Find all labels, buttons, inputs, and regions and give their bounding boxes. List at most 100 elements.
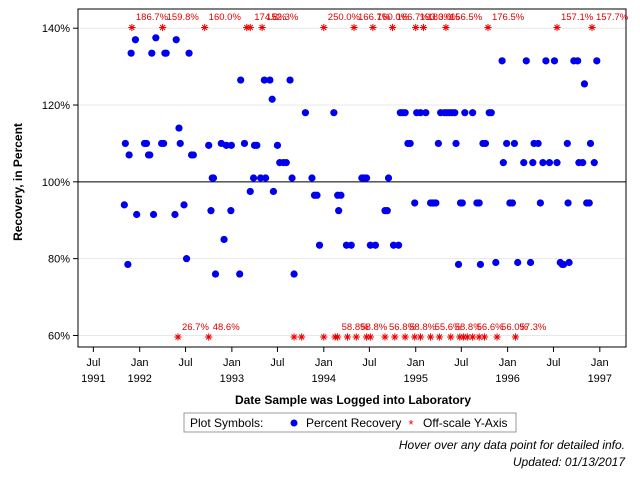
data-point[interactable]: 1994-12-10: 110% xyxy=(406,139,414,148)
data-point[interactable]: 1993-09-05: 76% xyxy=(290,270,298,278)
data-point[interactable]: 1993-08-05: 105% xyxy=(282,159,290,167)
data-point[interactable]: 1994-03-01: 92.5% xyxy=(335,207,343,215)
data-point[interactable]: 1996-08-25: 110% xyxy=(563,139,571,148)
data-point[interactable]: 1996-08-28: 94.5% xyxy=(564,199,572,207)
data-point[interactable]: 1991-12-20: 91.5% xyxy=(133,210,141,219)
data-point[interactable]: 1992-05-20: 91.5% xyxy=(171,210,179,219)
data-point[interactable]: 1995-10-28: 118% xyxy=(487,109,495,117)
data-point[interactable]: 1991-11-01: 94% xyxy=(120,201,128,209)
data-point[interactable]: 1996-05-20: 105% xyxy=(539,159,547,167)
offscale-low-marker[interactable] xyxy=(493,333,501,341)
data-point[interactable]: 1994-06-20: 101% xyxy=(363,174,371,182)
data-point[interactable]: 1991-11-05: 110% xyxy=(121,139,129,148)
offscale-high-marker[interactable] xyxy=(201,23,209,32)
data-point[interactable]: 1993-12-15: 83.5% xyxy=(315,241,324,249)
offscale-low-marker[interactable] xyxy=(416,333,425,341)
offscale-high-marker[interactable] xyxy=(553,23,561,32)
offscale-high-marker[interactable] xyxy=(246,23,254,32)
data-point[interactable]: 1993-02-05: 126.5% xyxy=(237,76,245,84)
data-point[interactable]: 1992-02-10: 107% xyxy=(146,151,154,159)
data-point[interactable]: 1992-05-25: 137% xyxy=(172,36,180,44)
offscale-low-marker[interactable] xyxy=(366,333,374,341)
data-point[interactable]: 1996-10-25: 105% xyxy=(579,159,587,167)
data-point[interactable]: 1993-08-28: 101% xyxy=(288,174,296,182)
offscale-high-marker[interactable] xyxy=(442,23,450,32)
offscale-series[interactable]: 186.7%159.8% 160.0% 174.8%152.3% 250.0%166.… xyxy=(128,12,629,341)
data-point[interactable]: 1993-03-28: 101% xyxy=(249,174,258,182)
data-point[interactable]: 1995-12-28: 110% xyxy=(503,139,511,148)
offscale-high-marker[interactable] xyxy=(258,23,266,32)
data-point[interactable]: 1994-10-05: 83.5% xyxy=(389,241,398,249)
data-point[interactable]: 1996-03-15: 131.5% xyxy=(522,57,530,65)
data-point[interactable]: 1993-07-01: 109.5% xyxy=(273,141,282,149)
data-point[interactable]: 1996-11-25: 110% xyxy=(586,139,595,148)
offscale-low-marker[interactable] xyxy=(352,333,360,341)
data-point[interactable]: 1994-04-20: 83.5% xyxy=(347,241,355,249)
data-point[interactable]: 1993-04-10: 109.5% xyxy=(253,141,261,149)
data-point[interactable]: 1996-05-10: 94.5% xyxy=(536,199,544,207)
offscale-high-marker[interactable] xyxy=(159,23,167,32)
data-point[interactable]: 1996-01-20: 94.5% xyxy=(508,199,517,207)
data-point[interactable]: 1995-02-10: 118% xyxy=(422,109,430,117)
data-point[interactable]: 1991-11-28: 133.5% xyxy=(127,49,135,57)
offscale-low-marker[interactable] xyxy=(391,333,399,341)
legend-item-percent-recovery[interactable]: Percent Recovery xyxy=(306,416,401,430)
data-point[interactable]: 1992-02-18: 133.5% xyxy=(148,49,156,57)
offscale-high-marker[interactable] xyxy=(419,23,428,32)
offscale-low-marker[interactable] xyxy=(343,333,352,341)
data-point[interactable]: 1993-06-01: 126.5% xyxy=(266,76,274,84)
data-point[interactable]: 1991-12-15: 137% xyxy=(131,36,140,44)
legend-item-offscale[interactable]: Off-scale Y-Axis xyxy=(423,416,507,430)
data-point[interactable]: 1993-06-15: 97.5% xyxy=(269,187,278,196)
data-point[interactable]: 1996-10-05: 131.5% xyxy=(574,57,582,65)
data-point[interactable]: 1996-07-15: 105% xyxy=(553,159,561,167)
offscale-low-marker[interactable] xyxy=(480,333,489,341)
data-point[interactable]: 1996-06-15: 105% xyxy=(545,159,554,167)
offscale-high-marker[interactable] xyxy=(128,23,136,32)
data-point[interactable]: 1995-01-20: 118% xyxy=(416,109,425,117)
data-point[interactable]: 1992-01-28: 110% xyxy=(142,139,151,148)
data-point[interactable]: 1995-06-05: 118% xyxy=(451,109,459,117)
data-point[interactable]: 1992-06-25: 94% xyxy=(180,201,188,209)
offscale-high-marker[interactable] xyxy=(320,23,328,32)
data-point[interactable]: 1992-06-10: 110% xyxy=(176,139,184,148)
data-point[interactable]: 1993-02-01: 76% xyxy=(236,270,244,278)
data-point[interactable]: 1996-06-01: 131.5% xyxy=(542,57,550,65)
data-point[interactable]: 1995-12-15: 105% xyxy=(499,159,507,167)
offscale-low-marker[interactable] xyxy=(463,333,471,341)
data-point[interactable]: 1992-12-01: 85% xyxy=(220,235,228,244)
offscale-high-marker[interactable] xyxy=(412,23,420,32)
data-point[interactable]: 1995-11-15: 79% xyxy=(492,258,500,267)
data-point[interactable]: 1992-10-28: 76% xyxy=(211,270,220,278)
data-point[interactable]: 1994-11-20: 118% xyxy=(401,109,409,117)
data-point[interactable]: 1993-04-25: 101% xyxy=(256,174,265,182)
data-point[interactable]: 1995-07-15: 118% xyxy=(461,109,469,117)
data-point[interactable]: 1996-04-10: 105% xyxy=(529,159,537,167)
data-point[interactable]: 1995-08-15: 118% xyxy=(469,109,477,117)
offscale-high-marker[interactable] xyxy=(388,23,397,32)
offscale-low-marker[interactable] xyxy=(205,333,213,341)
data-point[interactable]: 1992-07-05: 80% xyxy=(182,255,191,263)
offscale-low-marker[interactable] xyxy=(401,333,409,341)
data-point[interactable]: 1995-06-20: 78.5% xyxy=(454,260,463,269)
data-point[interactable]: 1994-09-10: 92.5% xyxy=(383,207,391,215)
data-point[interactable]: 1992-10-10: 92.5% xyxy=(207,207,215,215)
data-point[interactable]: 1993-08-20: 126.5% xyxy=(286,76,294,84)
data-point[interactable]: 1996-04-01: 79% xyxy=(526,258,535,267)
offscale-low-marker[interactable] xyxy=(290,333,298,341)
data-point[interactable]: 1995-04-01: 110% xyxy=(434,139,442,148)
data-point[interactable]: 1993-02-20: 110% xyxy=(240,139,249,148)
data-point[interactable]: 1995-03-22: 94.5% xyxy=(432,199,440,207)
data-point[interactable]: 1994-03-10: 96.5% xyxy=(337,191,345,199)
data-point[interactable]: 1992-12-10: 109.5% xyxy=(222,141,230,149)
data-point[interactable]: 1992-06-05: 114% xyxy=(175,124,183,132)
data-point[interactable]: 1995-12-10: 131.5% xyxy=(498,57,506,65)
data-point[interactable]: 1993-05-10: 126.5% xyxy=(260,76,268,84)
percent-recovery-series[interactable]: 1991-11-01: 94% 1991-11-05: 110% 1991-11-1… xyxy=(120,34,601,278)
offscale-low-marker[interactable] xyxy=(320,333,328,341)
data-point[interactable]: 1993-12-05: 96.5% xyxy=(313,191,321,199)
offscale-low-marker[interactable] xyxy=(298,333,306,341)
data-point[interactable]: 1996-09-01: 79% xyxy=(565,258,573,267)
data-point[interactable]: 1992-04-15: 133.5% xyxy=(162,49,170,57)
data-point[interactable]: 1996-07-05: 131.5% xyxy=(550,57,559,65)
